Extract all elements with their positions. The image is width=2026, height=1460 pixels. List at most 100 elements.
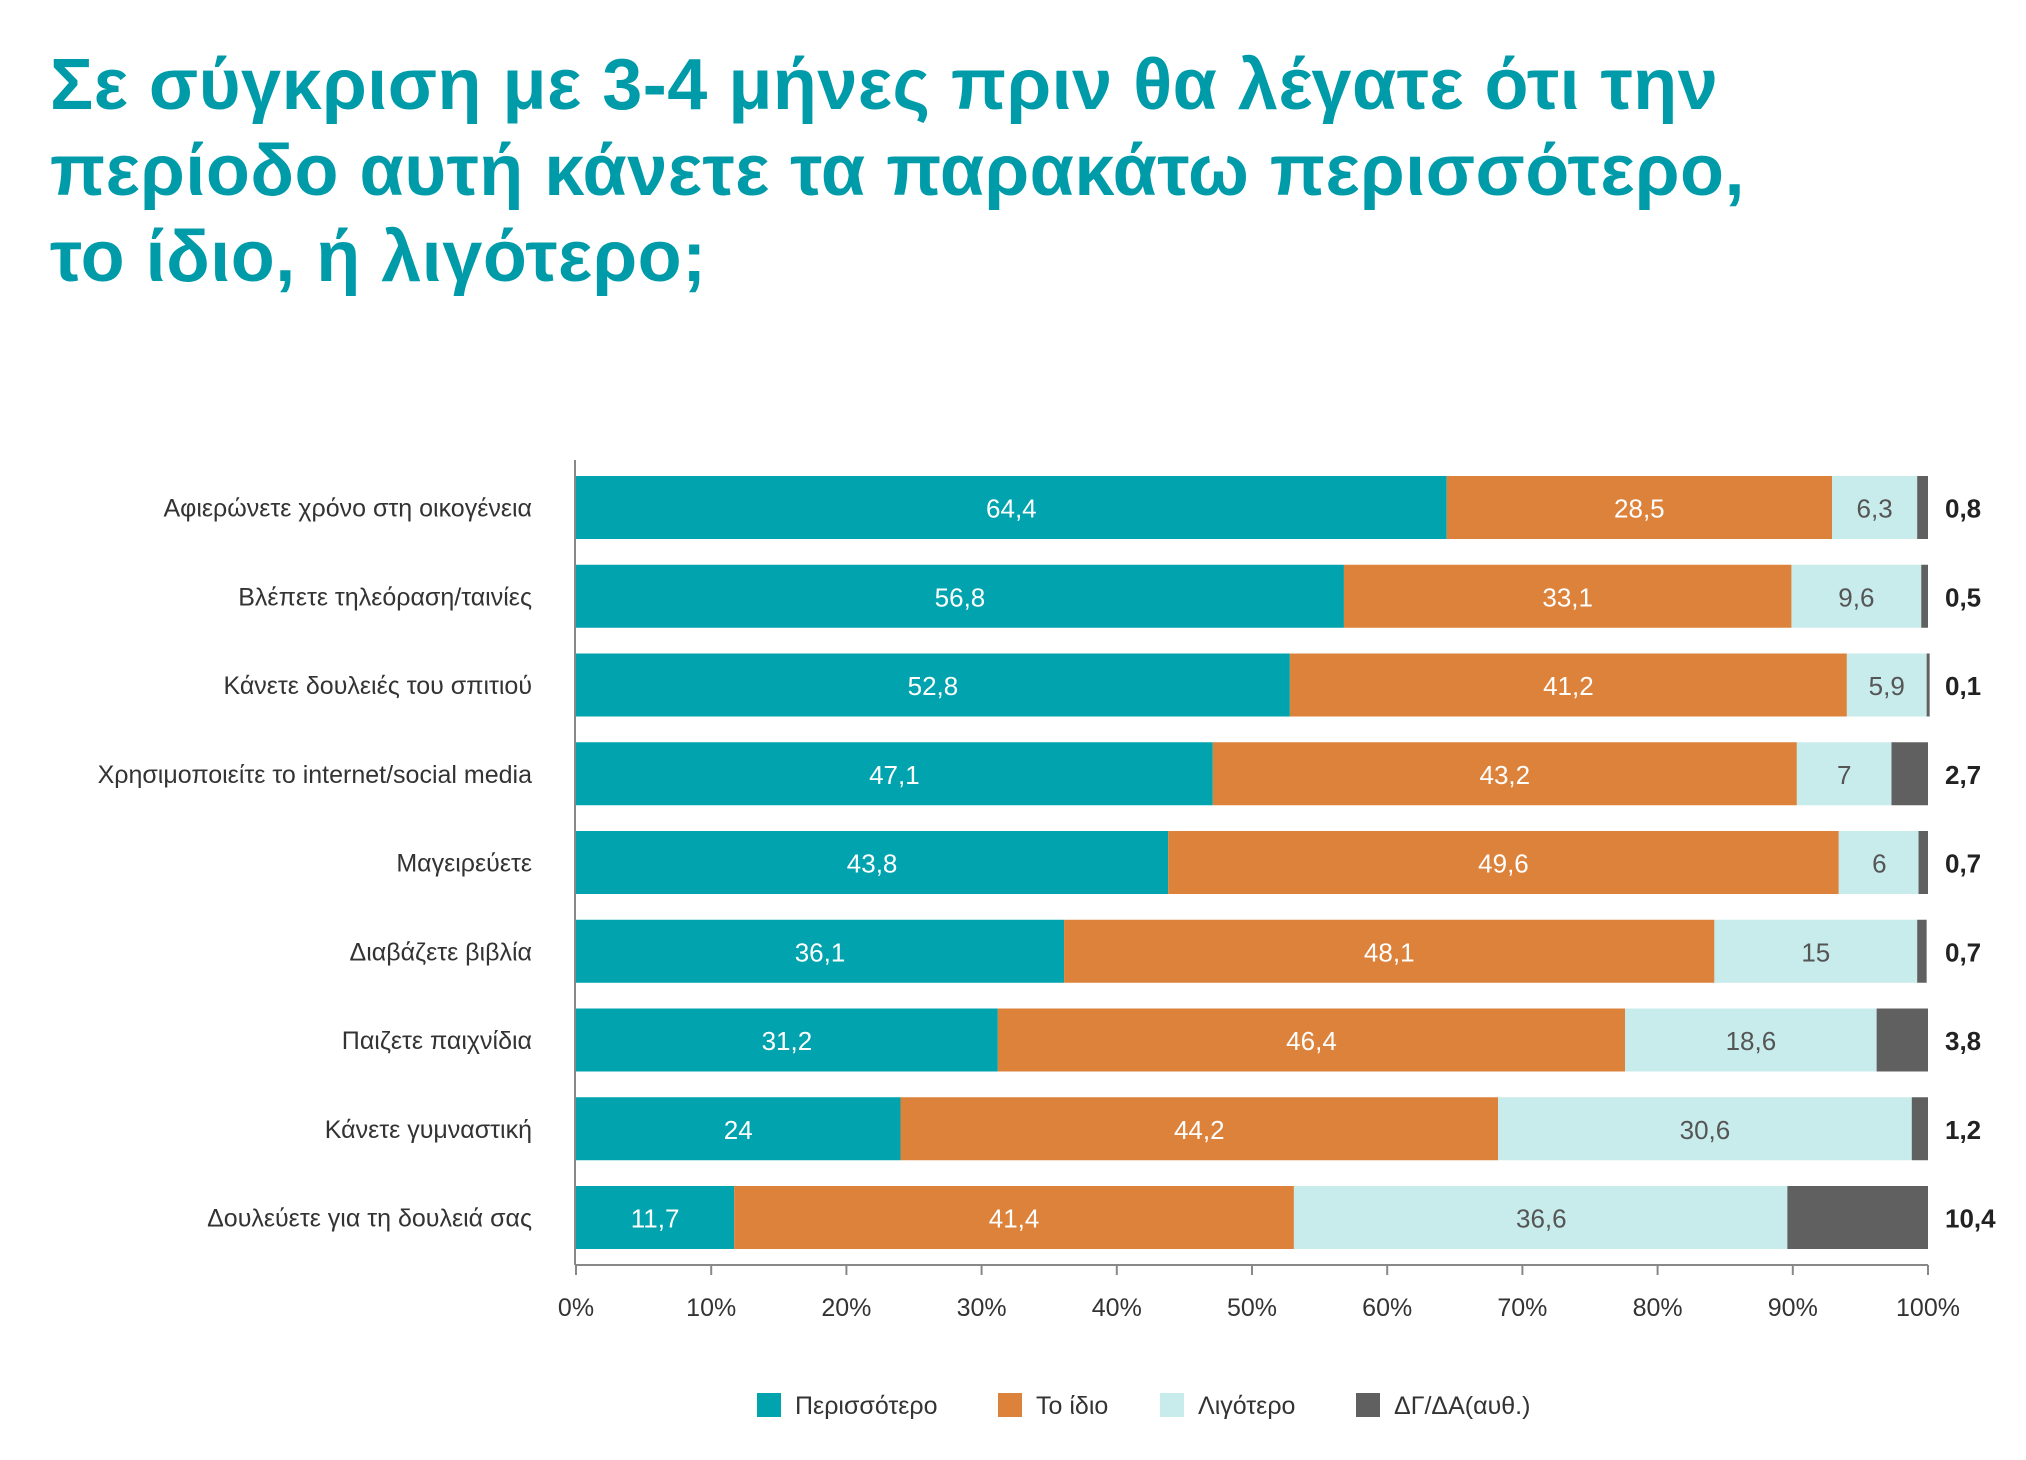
bar-value-label: 43,2	[1480, 760, 1531, 790]
x-tick-label: 80%	[1633, 1294, 1683, 1322]
category-label: Βλέπετε τηλεόραση/ταινίες	[238, 583, 532, 611]
bar-segment	[576, 1008, 998, 1072]
bar-segment	[576, 919, 1065, 983]
bar-value-label: 28,5	[1614, 494, 1665, 524]
bar-value-label: 7	[1837, 760, 1851, 790]
bar-segment	[1926, 653, 1930, 717]
category-label: Αφιερώνετε χρόνο στη οικογένεια	[163, 495, 532, 523]
bar-value-label: 10,4	[1945, 1204, 1996, 1234]
bar-segment	[1796, 742, 1892, 806]
bar-segment	[1343, 564, 1792, 628]
category-label: Δουλεύετε για τη δουλειά σας	[207, 1205, 532, 1233]
bar-segment	[1714, 919, 1918, 983]
bar-segment	[1838, 831, 1920, 894]
bar-value-label: 48,1	[1364, 937, 1415, 967]
bar-value-label: 44,2	[1174, 1115, 1225, 1145]
bar-value-label: 6,3	[1857, 494, 1893, 524]
legend-label: Λιγότερο	[1198, 1392, 1295, 1420]
bar-segment	[1787, 1186, 1928, 1249]
bar-segment	[576, 564, 1344, 628]
category-label: Χρησιμοποιείτε το internet/social media	[98, 761, 533, 789]
x-tick-label: 20%	[821, 1294, 871, 1322]
bar-value-label: 15	[1801, 937, 1830, 967]
bar-value-label: 31,2	[762, 1026, 813, 1056]
category-label: Κάνετε γυμναστική	[325, 1116, 532, 1144]
category-label: Κάνετε δουλειές του σπιτιού	[223, 672, 532, 700]
legend-label: Το ίδιο	[1036, 1392, 1108, 1420]
category-label: Διαβάζετε βιβλία	[350, 938, 533, 966]
bar-segment	[1289, 653, 1847, 717]
bar-value-label: 0,5	[1945, 582, 1981, 612]
category-label: Μαγειρεύετε	[396, 850, 532, 878]
bar-segment	[576, 1097, 901, 1161]
bar-value-label: 47,1	[869, 760, 920, 790]
x-tick-label: 90%	[1768, 1294, 1818, 1322]
category-label: Παιζετε παιχνίδια	[342, 1027, 532, 1055]
bar-segment	[1293, 1186, 1789, 1249]
bar-segment	[734, 1186, 1294, 1249]
bar-value-label: 9,6	[1838, 582, 1874, 612]
bar-value-label: 41,4	[989, 1204, 1040, 1234]
page-title-line: Σε σύγκριση με 3-4 μήνες πριν θα λέγατε …	[50, 45, 1719, 125]
bar-value-label: 36,1	[795, 937, 846, 967]
bar-segment	[1846, 653, 1927, 717]
bar-segment	[576, 653, 1290, 717]
bar-value-label: 33,1	[1542, 582, 1593, 612]
bar-segment	[1832, 476, 1918, 539]
bar-segment	[576, 1186, 735, 1249]
bar-segment	[1918, 831, 1928, 894]
page-title-line: το ίδιο, ή λιγότερο;	[50, 217, 707, 297]
bar-segment	[1212, 742, 1797, 806]
bar-segment	[1917, 919, 1927, 983]
bar-value-label: 52,8	[908, 671, 959, 701]
bar-segment	[1498, 1097, 1912, 1161]
bar-value-label: 30,6	[1680, 1115, 1731, 1145]
bar-value-label: 11,7	[631, 1204, 680, 1234]
bar-value-label: 56,8	[935, 582, 986, 612]
x-tick-label: 10%	[686, 1294, 736, 1322]
bar-value-label: 36,6	[1516, 1204, 1567, 1234]
x-tick-label: 70%	[1497, 1294, 1547, 1322]
legend-label: Περισσότερο	[795, 1392, 938, 1420]
bar-value-label: 5,9	[1869, 671, 1905, 701]
bar-segment	[576, 742, 1213, 806]
bar-value-label: 2,7	[1945, 760, 1981, 790]
bar-segment	[576, 476, 1447, 539]
legend-swatch	[757, 1393, 781, 1417]
x-tick-label: 0%	[558, 1294, 594, 1322]
bar-value-label: 24	[724, 1115, 753, 1145]
bar-value-label: 1,2	[1945, 1115, 1981, 1145]
x-tick-label: 60%	[1362, 1294, 1412, 1322]
x-tick-label: 40%	[1092, 1294, 1142, 1322]
bar-value-label: 0,7	[1945, 849, 1981, 879]
bar-value-label: 0,1	[1945, 671, 1981, 701]
bar-value-label: 3,8	[1945, 1026, 1981, 1056]
bar-value-label: 0,8	[1945, 494, 1981, 524]
bar-value-label: 18,6	[1726, 1026, 1777, 1056]
bar-value-label: 6	[1872, 849, 1886, 879]
bar-value-label: 43,8	[847, 849, 898, 879]
bar-value-label: 64,4	[986, 494, 1037, 524]
legend-swatch	[1160, 1393, 1184, 1417]
bar-segment	[1064, 919, 1715, 983]
bar-segment	[900, 1097, 1499, 1161]
bar-segment	[1625, 1008, 1877, 1072]
bar-value-label: 49,6	[1478, 849, 1529, 879]
legend-swatch	[1356, 1393, 1380, 1417]
bar-segment	[997, 1008, 1626, 1072]
x-tick-label: 100%	[1896, 1294, 1960, 1322]
bar-value-label: 41,2	[1543, 671, 1594, 701]
bar-segment	[576, 831, 1169, 894]
legend-swatch	[998, 1393, 1022, 1417]
x-tick-label: 50%	[1227, 1294, 1277, 1322]
bar-segment	[1911, 1097, 1928, 1161]
page-title: Σε σύγκριση με 3-4 μήνες πριν θα λέγατε …	[50, 42, 2010, 300]
bar-segment	[1791, 564, 1922, 628]
bar-segment	[1917, 476, 1928, 539]
legend-label: ΔΓ/ΔΑ(αυθ.)	[1394, 1392, 1530, 1420]
bar-segment	[1168, 831, 1839, 894]
bar-segment	[1876, 1008, 1928, 1072]
bar-segment	[1921, 564, 1928, 628]
page-title-line: περίοδο αυτή κάνετε τα παρακάτω περισσότ…	[50, 131, 1746, 211]
